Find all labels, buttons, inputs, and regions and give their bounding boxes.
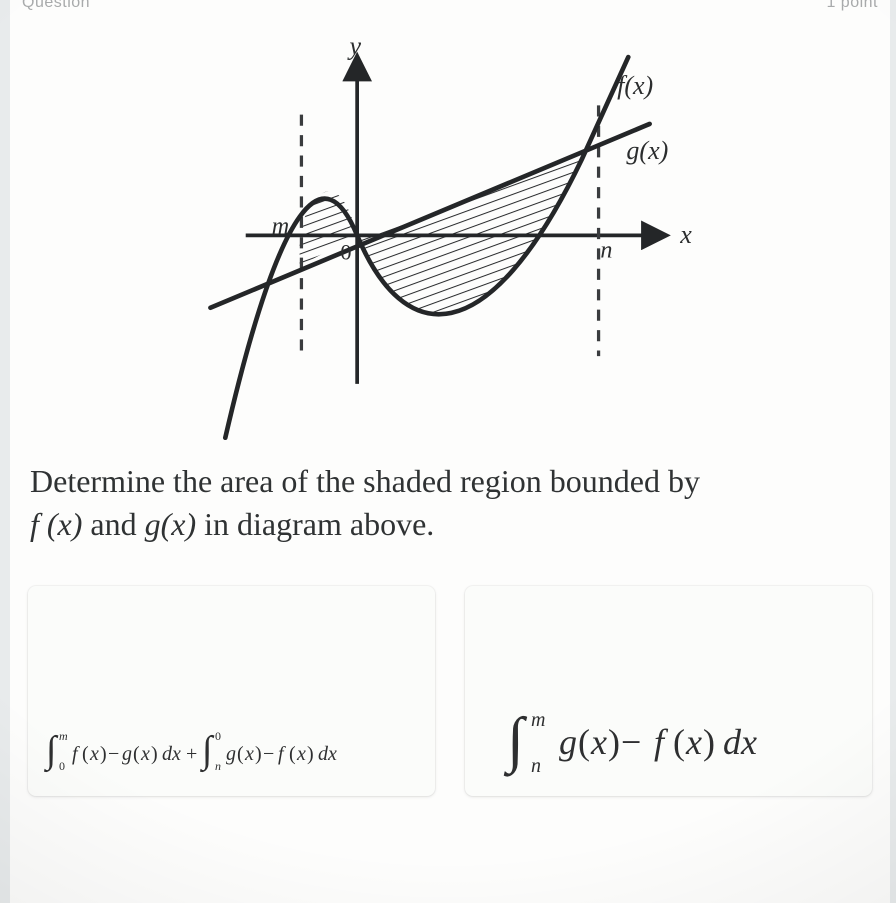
svg-text:+: +	[186, 743, 197, 765]
svg-text:x: x	[244, 743, 254, 765]
svg-text:−: −	[108, 743, 119, 765]
header-row: Question 1 point	[10, 0, 890, 12]
question-gx: g(x)	[145, 506, 197, 542]
svg-text:): )	[151, 743, 158, 765]
diagram-container: y x f(x) g(x) m n 0	[10, 40, 890, 440]
svg-text:(: (	[82, 743, 89, 765]
svg-text:(: (	[578, 722, 590, 762]
svg-text:): )	[608, 722, 620, 762]
svg-text:x: x	[296, 743, 306, 765]
svg-text:): )	[307, 743, 314, 765]
n-label: n	[600, 237, 612, 264]
svg-text:dx: dx	[162, 743, 181, 765]
svg-text:g: g	[559, 722, 577, 762]
options-row: ∫ m 0 f ( x ) − g ( x ) dx + ∫ 0	[10, 546, 890, 796]
question-fx: f (x)	[30, 506, 82, 542]
svg-text:(: (	[673, 722, 685, 762]
origin-label: 0	[340, 240, 351, 265]
diagram-svg: y x f(x) g(x) m n 0	[190, 40, 710, 440]
header-left: Question	[22, 0, 90, 12]
f-label: f(x)	[617, 71, 653, 100]
svg-text:x: x	[89, 743, 99, 765]
g-label: g(x)	[626, 136, 668, 165]
svg-text:x: x	[590, 722, 607, 762]
option-a-formula: ∫ m 0 f ( x ) − g ( x ) dx + ∫ 0	[42, 722, 422, 778]
svg-text:f: f	[278, 743, 286, 765]
svg-text:0: 0	[59, 759, 65, 773]
x-axis-label: x	[679, 220, 692, 249]
svg-text:−: −	[621, 722, 641, 762]
header-right: 1 point	[826, 0, 878, 12]
question-mid: and	[90, 506, 144, 542]
svg-text:(: (	[289, 743, 296, 765]
svg-text:0: 0	[215, 729, 221, 743]
svg-text:∫: ∫	[44, 729, 59, 773]
svg-text:): )	[703, 722, 715, 762]
option-a[interactable]: ∫ m 0 f ( x ) − g ( x ) dx + ∫ 0	[28, 586, 435, 796]
svg-text:−: −	[263, 743, 274, 765]
svg-text:g: g	[122, 743, 132, 765]
svg-text:dx: dx	[318, 743, 337, 765]
option-b[interactable]: ∫ m n g ( x ) − f ( x ) dx	[465, 586, 872, 796]
question-line1: Determine the area of the shaded region …	[30, 463, 700, 499]
svg-text:f: f	[72, 743, 80, 765]
svg-text:): )	[255, 743, 262, 765]
question-line2: in diagram above.	[204, 506, 434, 542]
svg-text:∫: ∫	[503, 706, 528, 777]
svg-text:g: g	[226, 743, 236, 765]
page: Question 1 point	[10, 0, 890, 903]
svg-text:x: x	[140, 743, 150, 765]
svg-text:n: n	[215, 759, 221, 773]
m-label: m	[272, 213, 289, 240]
svg-text:): )	[100, 743, 107, 765]
y-axis-label: y	[347, 40, 362, 60]
svg-text:m: m	[59, 729, 68, 743]
svg-text:dx: dx	[723, 722, 757, 762]
svg-text:n: n	[531, 755, 541, 777]
question-text: Determine the area of the shaded region …	[10, 440, 890, 546]
svg-text:∫: ∫	[200, 729, 215, 773]
svg-text:m: m	[531, 709, 545, 731]
svg-text:(: (	[133, 743, 140, 765]
svg-text:(: (	[237, 743, 244, 765]
svg-text:f: f	[654, 722, 669, 762]
svg-text:x: x	[685, 722, 702, 762]
option-b-formula: ∫ m n g ( x ) − f ( x ) dx	[479, 706, 859, 778]
